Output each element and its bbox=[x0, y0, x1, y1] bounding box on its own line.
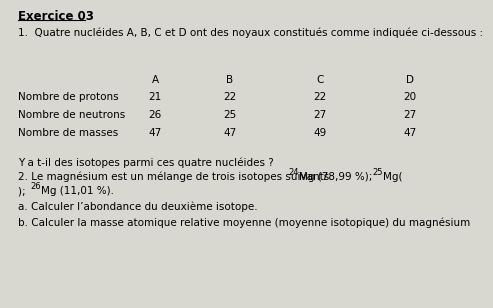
Text: Nombre de masses: Nombre de masses bbox=[18, 128, 118, 138]
Text: 25: 25 bbox=[372, 168, 383, 177]
Text: b. Calculer la masse atomique relative moyenne (moyenne isotopique) du magnésium: b. Calculer la masse atomique relative m… bbox=[18, 218, 470, 229]
Text: 24: 24 bbox=[288, 168, 298, 177]
Text: 1.  Quatre nucléides A, B, C et D ont des noyaux constitués comme indiquée ci-de: 1. Quatre nucléides A, B, C et D ont des… bbox=[18, 28, 483, 38]
Text: Mg(: Mg( bbox=[383, 172, 402, 182]
Text: Nombre de neutrons: Nombre de neutrons bbox=[18, 110, 125, 120]
Text: 27: 27 bbox=[314, 110, 327, 120]
Text: C: C bbox=[317, 75, 324, 85]
Text: 47: 47 bbox=[403, 128, 417, 138]
Text: Mg (78,99 %);: Mg (78,99 %); bbox=[299, 172, 376, 182]
Text: 22: 22 bbox=[223, 92, 237, 102]
Text: A: A bbox=[151, 75, 159, 85]
Text: D: D bbox=[406, 75, 414, 85]
Text: B: B bbox=[226, 75, 234, 85]
Text: a. Calculer l’abondance du deuxième isotope.: a. Calculer l’abondance du deuxième isot… bbox=[18, 202, 258, 213]
Text: 22: 22 bbox=[314, 92, 327, 102]
Text: 2. Le magnésium est un mélange de trois isotopes suivants:: 2. Le magnésium est un mélange de trois … bbox=[18, 172, 336, 183]
Text: 20: 20 bbox=[403, 92, 417, 102]
Text: 26: 26 bbox=[148, 110, 162, 120]
Text: );: ); bbox=[18, 186, 29, 196]
Text: 49: 49 bbox=[314, 128, 327, 138]
Text: 27: 27 bbox=[403, 110, 417, 120]
Text: 47: 47 bbox=[223, 128, 237, 138]
Text: 47: 47 bbox=[148, 128, 162, 138]
Text: Nombre de protons: Nombre de protons bbox=[18, 92, 119, 102]
Text: Exercice 03: Exercice 03 bbox=[18, 10, 94, 23]
Text: Y a t-il des isotopes parmi ces quatre nucléides ?: Y a t-il des isotopes parmi ces quatre n… bbox=[18, 158, 274, 168]
Text: 25: 25 bbox=[223, 110, 237, 120]
Text: 26: 26 bbox=[30, 182, 40, 191]
Text: 21: 21 bbox=[148, 92, 162, 102]
Text: Mg (11,01 %).: Mg (11,01 %). bbox=[41, 186, 114, 196]
